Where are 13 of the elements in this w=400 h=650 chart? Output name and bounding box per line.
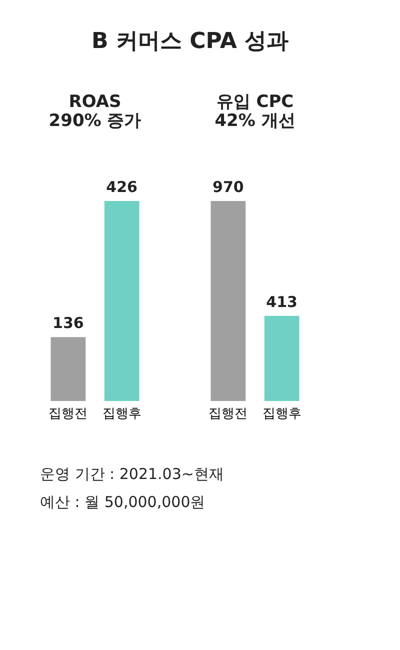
text: B 커머스 CPA 성과 [91, 29, 289, 54]
data-label: 136 [52, 314, 84, 332]
x-tick-label: 집행전 [48, 406, 88, 422]
data-label: 413 [266, 292, 298, 311]
x-tick-label: 집행후 [262, 406, 302, 422]
text: 예산 : 월 50,000,000원 [40, 493, 206, 511]
data-label: 970 [212, 178, 244, 196]
chart-title: 유입 CPC 42% 개선 [214, 92, 296, 131]
text: 운영 기간 : 2021.03~현재 [40, 465, 224, 483]
chart-title: ROAS 290% 증가 [48, 92, 142, 131]
x-tick-label: 집행후 [102, 406, 142, 422]
data-label: 426 [106, 178, 138, 196]
x-tick-label: 집행전 [208, 406, 248, 422]
